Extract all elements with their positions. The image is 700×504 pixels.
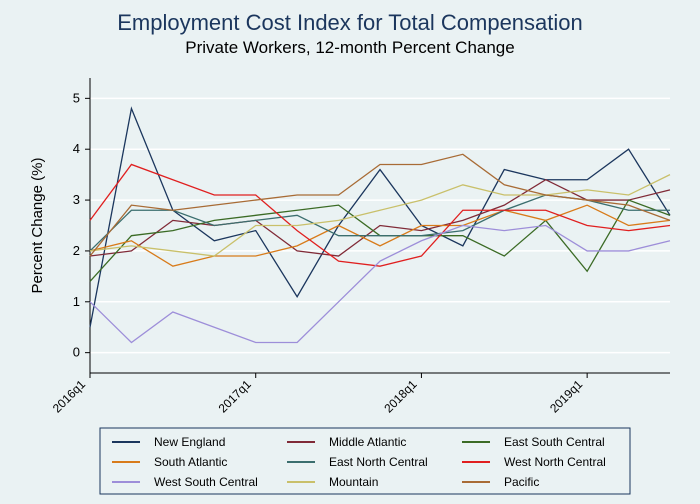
x-tick-label: 2017q1: [216, 377, 254, 415]
legend-label: Mountain: [329, 475, 378, 489]
legend-label: New England: [154, 435, 225, 449]
legend-label: East North Central: [329, 455, 428, 469]
series-line: [90, 109, 670, 328]
y-tick-label: 3: [73, 192, 80, 207]
y-axis-label: Percent Change (%): [29, 158, 46, 294]
y-tick-label: 1: [73, 294, 80, 309]
legend-label: West North Central: [504, 455, 606, 469]
x-tick-label: 2019q1: [547, 377, 585, 415]
series-line: [90, 180, 670, 256]
y-tick-label: 0: [73, 345, 80, 360]
legend-label: South Atlantic: [154, 455, 227, 469]
legend-label: East South Central: [504, 435, 605, 449]
series-line: [90, 195, 670, 251]
x-tick-label: 2016q1: [50, 377, 88, 415]
legend-label: Pacific: [504, 475, 539, 489]
y-tick-label: 4: [73, 141, 80, 156]
series-line: [90, 175, 670, 256]
y-tick-label: 5: [73, 90, 80, 105]
x-tick-label: 2018q1: [381, 377, 419, 415]
series-line: [90, 226, 670, 343]
legend-label: Middle Atlantic: [329, 435, 406, 449]
y-tick-label: 2: [73, 243, 80, 258]
chart-svg: 0 1 2 3 4 5 Percent Change (%) 2016q1 2017q1 2018…: [0, 0, 700, 504]
chart-container: Employment Cost Index for Total Compensa…: [0, 0, 700, 504]
legend-label: West South Central: [154, 475, 258, 489]
